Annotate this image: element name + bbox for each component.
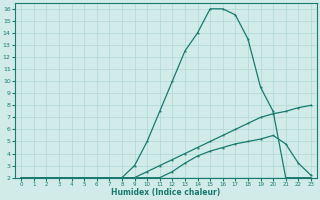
X-axis label: Humidex (Indice chaleur): Humidex (Indice chaleur) bbox=[111, 188, 221, 197]
